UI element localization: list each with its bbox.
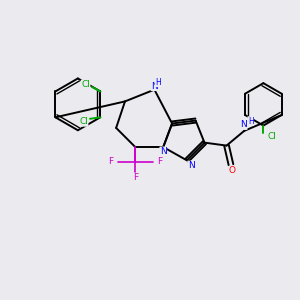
Text: N: N — [240, 121, 247, 130]
Text: F: F — [109, 157, 114, 166]
Text: N: N — [188, 161, 195, 170]
Text: Cl: Cl — [81, 80, 90, 89]
Text: F: F — [157, 157, 162, 166]
Text: H: H — [155, 78, 161, 87]
Text: N: N — [151, 82, 158, 91]
Text: N: N — [160, 147, 166, 156]
Text: Cl: Cl — [267, 132, 276, 141]
Text: Cl: Cl — [79, 117, 88, 126]
Text: F: F — [133, 173, 138, 182]
Text: H: H — [248, 117, 254, 126]
Text: O: O — [229, 166, 236, 175]
